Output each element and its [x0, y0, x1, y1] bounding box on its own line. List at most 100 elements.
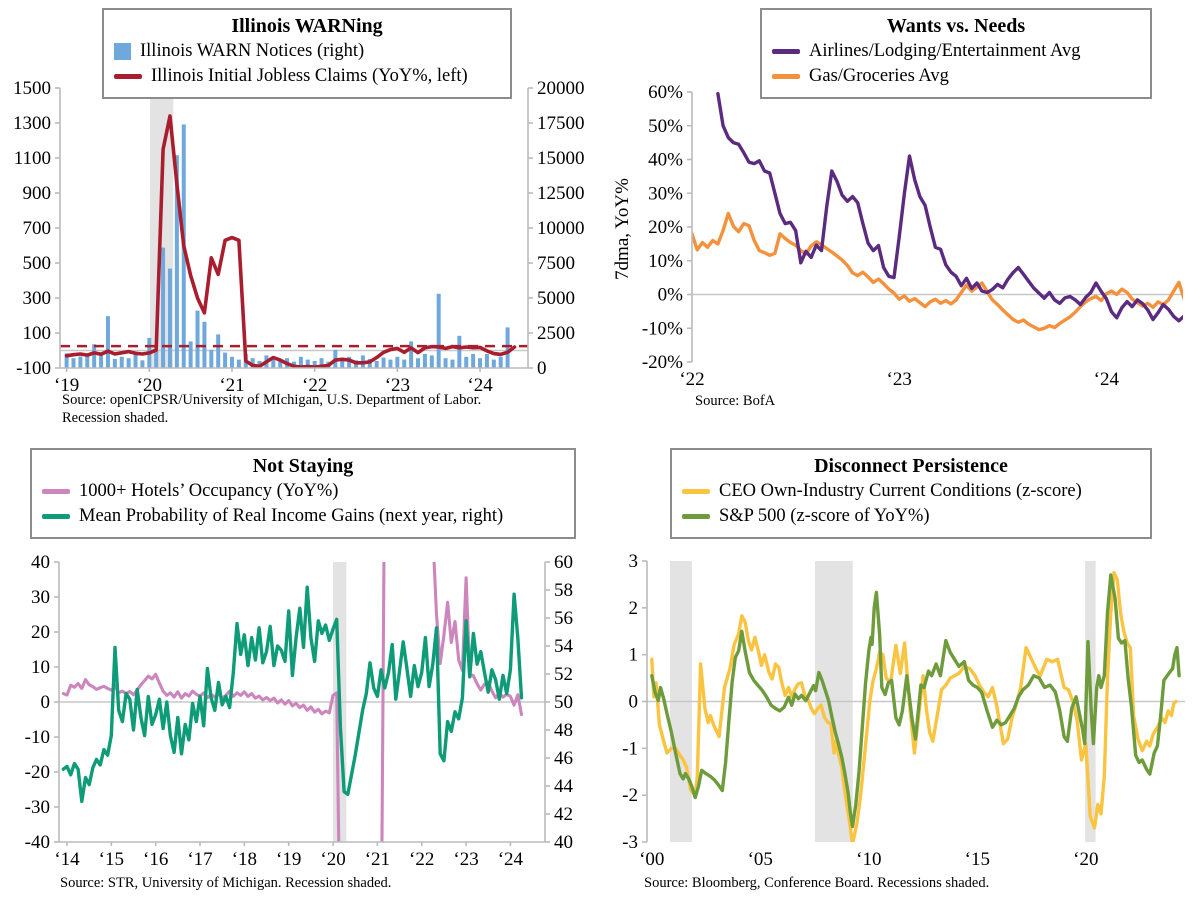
- svg-text:56: 56: [554, 608, 573, 629]
- svg-text:‘15: ‘15: [965, 849, 990, 870]
- chart-title: Not Staying: [252, 455, 354, 477]
- svg-text:15000: 15000: [537, 148, 585, 169]
- svg-text:‘21: ‘21: [219, 375, 244, 396]
- disconnect-persistence-legend-box: Disconnect Persistence CEO Own-Industry …: [670, 448, 1152, 539]
- line-swatch-icon: [42, 489, 70, 494]
- svg-text:40: 40: [554, 832, 573, 853]
- svg-text:20%: 20%: [648, 217, 683, 238]
- svg-text:‘00: ‘00: [639, 849, 664, 870]
- svg-text:10%: 10%: [648, 251, 683, 272]
- chart-panel-disconnect-persistence: 3 2 1 0 -1 -2 -3 ‘00 ‘05 ‘10 ‘15 ‘20 Disconnect Per…: [600, 440, 1200, 908]
- svg-text:‘18: ‘18: [232, 849, 257, 870]
- svg-text:-10%: -10%: [642, 318, 683, 339]
- svg-text:-20%: -20%: [642, 352, 683, 373]
- legend-item: Illinois WARN Notices (right): [114, 39, 500, 64]
- svg-text:1500: 1500: [13, 78, 51, 99]
- svg-text:0%: 0%: [658, 285, 684, 306]
- source-note: Source: Bloomberg, Conference Board. Rec…: [644, 875, 990, 891]
- legend-item: Gas/Groceries Avg: [772, 64, 1140, 89]
- svg-text:-30: -30: [25, 797, 50, 818]
- svg-text:‘19: ‘19: [54, 375, 79, 396]
- svg-text:‘23: ‘23: [385, 375, 410, 396]
- legend-label: Illinois WARN Notices (right): [140, 41, 365, 61]
- y-axis-label: 7dma, YoY%: [612, 178, 633, 280]
- svg-text:-100: -100: [16, 358, 51, 379]
- chart-title: Wants vs. Needs: [886, 15, 1026, 37]
- svg-text:‘19: ‘19: [276, 849, 301, 870]
- svg-text:2: 2: [629, 598, 639, 619]
- svg-text:‘14: ‘14: [54, 849, 80, 870]
- svg-text:40%: 40%: [648, 150, 683, 171]
- svg-text:10000: 10000: [537, 218, 585, 239]
- svg-text:60: 60: [554, 552, 573, 573]
- svg-text:-10: -10: [25, 727, 50, 748]
- legend-label: Illinois Initial Jobless Claims (YoY%, l…: [151, 66, 468, 86]
- svg-text:10: 10: [31, 657, 50, 678]
- svg-text:-2: -2: [622, 785, 638, 806]
- svg-text:3: 3: [629, 551, 639, 572]
- svg-text:0: 0: [629, 692, 639, 713]
- line-swatch-icon: [772, 74, 800, 79]
- svg-text:‘16: ‘16: [143, 849, 168, 870]
- chart-panel-wants-vs-needs: 60% 50% 40% 30% 20% 10% 0% -10% -20% ‘22 ‘23 ‘24 Wa…: [600, 0, 1200, 440]
- svg-text:300: 300: [23, 288, 52, 309]
- legend-item: Airlines/Lodging/Entertainment Avg: [772, 39, 1140, 64]
- svg-text:‘23: ‘23: [453, 849, 478, 870]
- legend-item: Mean Probability of Real Income Gains (n…: [42, 504, 564, 529]
- svg-text:12500: 12500: [537, 183, 585, 204]
- svg-text:54: 54: [554, 636, 574, 657]
- line-swatch-icon: [682, 514, 710, 519]
- svg-text:‘17: ‘17: [187, 849, 212, 870]
- legend-label: Airlines/Lodging/Entertainment Avg: [809, 41, 1081, 61]
- svg-text:700: 700: [23, 218, 52, 239]
- svg-text:-40: -40: [25, 832, 50, 853]
- svg-text:58: 58: [554, 580, 573, 601]
- illinois-warning-plot: 1500 1300 1100 900 700 500 300 100 -100 20000 1750…: [13, 78, 585, 396]
- svg-text:-20: -20: [25, 762, 50, 783]
- svg-text:50%: 50%: [648, 116, 683, 137]
- svg-text:‘22: ‘22: [409, 849, 434, 870]
- legend-label: Mean Probability of Real Income Gains (n…: [79, 506, 504, 526]
- legend-item: CEO Own-Industry Current Conditions (z-s…: [682, 479, 1140, 504]
- chart-title: Disconnect Persistence: [814, 455, 1008, 477]
- legend-label: Gas/Groceries Avg: [809, 66, 949, 86]
- svg-text:40: 40: [31, 552, 50, 573]
- svg-text:20000: 20000: [537, 78, 585, 99]
- line-swatch-icon: [114, 74, 142, 79]
- svg-text:‘23: ‘23: [887, 369, 912, 390]
- svg-text:1: 1: [629, 645, 639, 666]
- svg-text:30: 30: [31, 587, 50, 608]
- svg-text:20: 20: [31, 622, 50, 643]
- disconnect-persistence-plot: 3 2 1 0 -1 -2 -3‘00 ‘05 ‘10 ‘15 ‘20: [622, 551, 1185, 870]
- line-swatch-icon: [42, 514, 70, 519]
- svg-text:‘20: ‘20: [1073, 849, 1098, 870]
- chart-panel-illinois-warning: 1500 1300 1100 900 700 500 300 100 -100 20000 1750…: [0, 0, 600, 440]
- svg-text:‘20: ‘20: [320, 849, 345, 870]
- svg-text:48: 48: [554, 720, 573, 741]
- svg-text:17500: 17500: [537, 113, 585, 134]
- svg-text:100: 100: [23, 323, 52, 344]
- svg-text:7500: 7500: [537, 253, 575, 274]
- chart-title: Illinois WARNing: [231, 15, 383, 37]
- svg-text:30%: 30%: [648, 183, 683, 204]
- svg-text:‘20: ‘20: [137, 375, 162, 396]
- svg-text:50: 50: [554, 692, 573, 713]
- bar-swatch-icon: [114, 43, 131, 60]
- svg-text:60%: 60%: [648, 82, 683, 103]
- svg-text:‘24: ‘24: [467, 375, 493, 396]
- svg-text:-1: -1: [622, 738, 638, 759]
- chart-panel-not-staying: 40 30 20 10 0 -10 -20 -30 -40 60 58 56 54 52 50 48 46 44 4…: [0, 440, 600, 908]
- svg-text:‘22: ‘22: [679, 369, 704, 390]
- svg-text:0: 0: [41, 692, 51, 713]
- svg-text:900: 900: [23, 183, 52, 204]
- illinois-warning-legend-box: Illinois WARNing Illinois WARN Notices (…: [102, 8, 512, 99]
- svg-text:‘15: ‘15: [99, 849, 124, 870]
- line-swatch-icon: [682, 489, 710, 494]
- svg-text:5000: 5000: [537, 288, 575, 309]
- svg-text:44: 44: [554, 776, 574, 797]
- wants-vs-needs-legend-box: Wants vs. Needs Airlines/Lodging/Enterta…: [760, 8, 1152, 99]
- svg-text:‘22: ‘22: [302, 375, 327, 396]
- source-note: Source: openICPSR/University of MIchigan…: [62, 392, 482, 426]
- svg-text:1300: 1300: [13, 113, 51, 134]
